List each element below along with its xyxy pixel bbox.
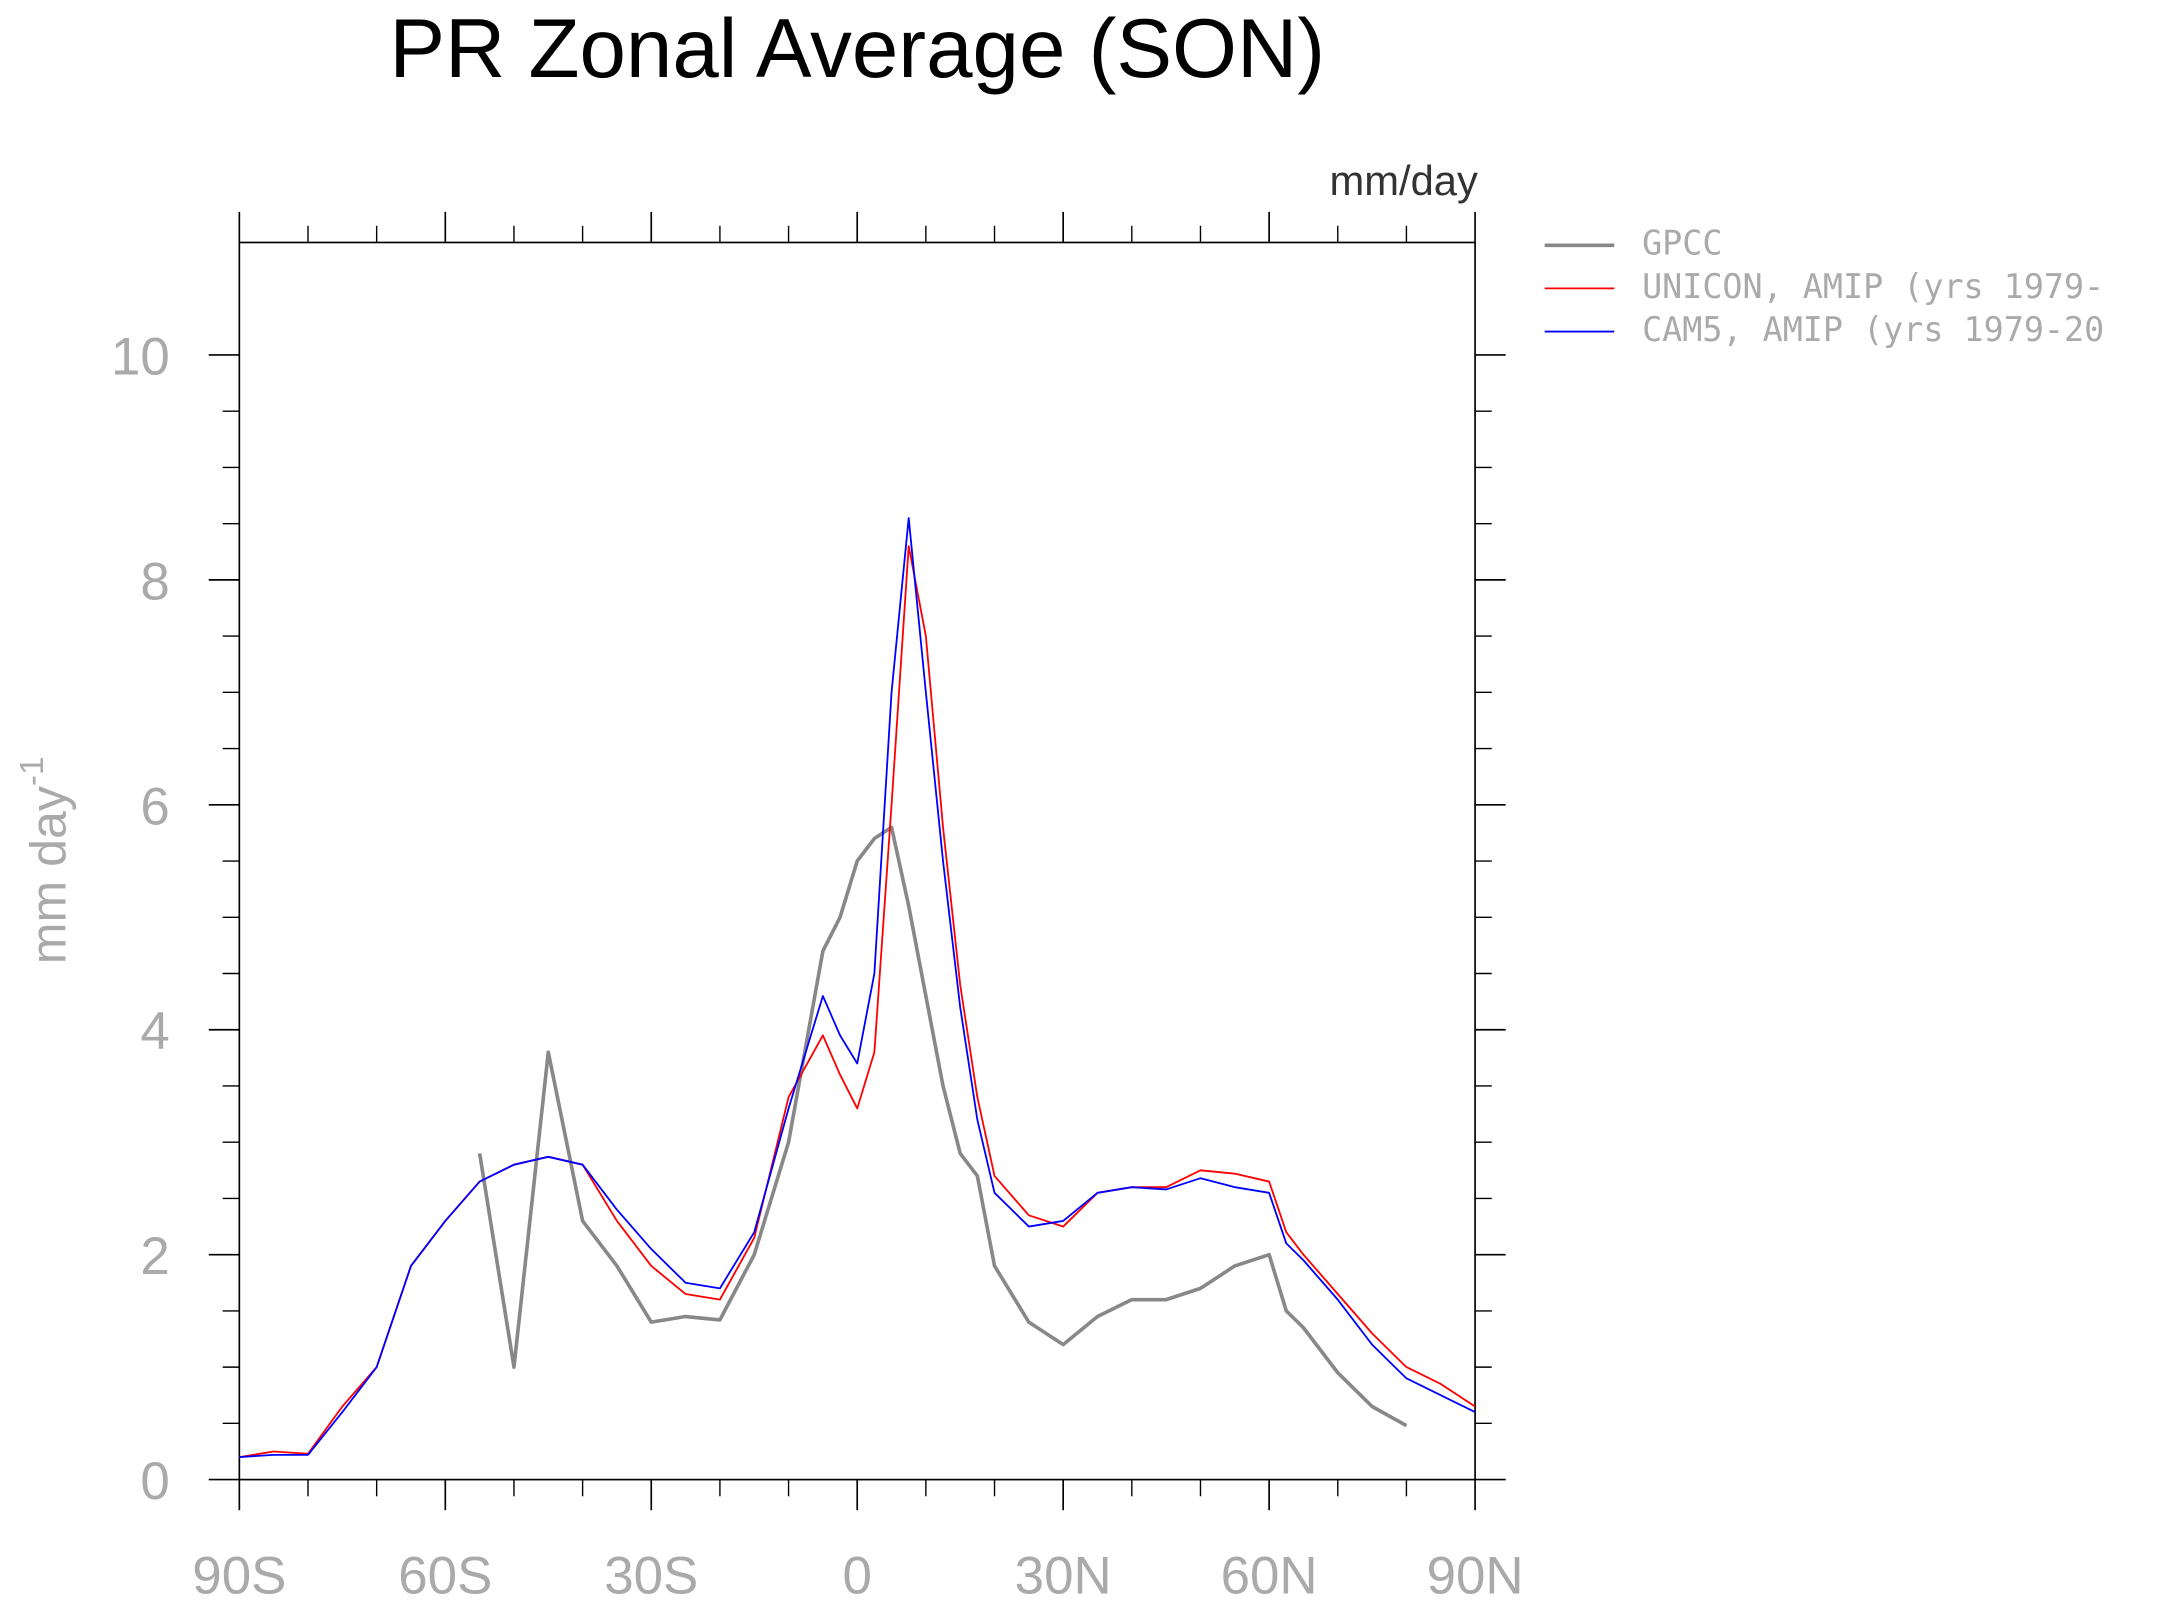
legend-label: UNICON, AMIP (yrs 1979-: [1642, 267, 2104, 306]
x-tick-label: 60N: [1221, 1547, 1318, 1601]
data-line: [239, 545, 1476, 1458]
y-tick-label: 10: [111, 327, 170, 386]
x-tick-label: 90S: [192, 1547, 286, 1601]
x-tick-label: 30S: [604, 1547, 698, 1601]
x-tick-label: 0: [843, 1547, 872, 1601]
y-tick-label: 0: [140, 1452, 169, 1511]
y-axis-label: mm day-1: [14, 756, 76, 964]
data-line: [477, 825, 1408, 1428]
x-tick-label: 60S: [398, 1547, 492, 1601]
y-label-text: mm day: [20, 786, 76, 964]
legend-label: CAM5, AMIP (yrs 1979-20: [1642, 310, 2104, 349]
x-tick-label: 30N: [1015, 1547, 1112, 1601]
y-label-exponent: -1: [14, 756, 51, 786]
y-tick-label: 4: [140, 1002, 169, 1061]
chart-title: PR Zonal Average (SON): [389, 1, 1325, 95]
y-tick-label: 8: [140, 552, 169, 611]
legend-label: GPCC: [1642, 224, 1722, 263]
data-line: [239, 517, 1476, 1459]
units-label: mm/day: [1329, 157, 1478, 204]
y-tick-label: 2: [140, 1227, 169, 1286]
y-tick-label: 6: [140, 777, 169, 836]
x-tick-label: 90N: [1427, 1547, 1524, 1601]
